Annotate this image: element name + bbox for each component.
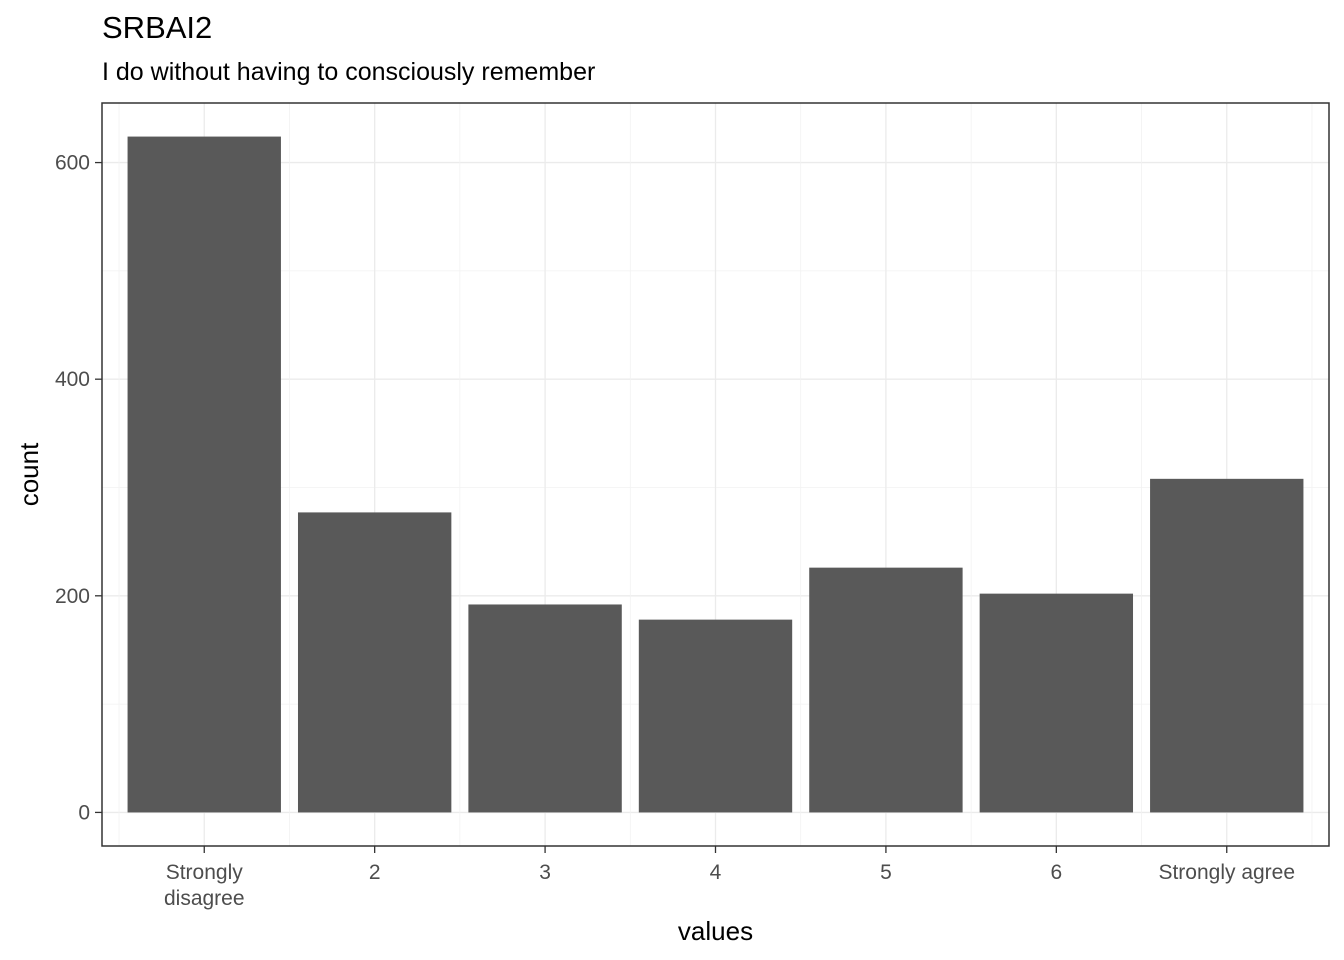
y-tick-label: 400	[55, 368, 90, 391]
y-tick-label: 600	[55, 152, 90, 175]
chart-title: SRBAI2	[102, 10, 213, 45]
chart-subtitle: I do without having to consciously remem…	[102, 58, 596, 86]
x-tick-label: Strongly agree	[1158, 861, 1295, 884]
x-tick-label: 6	[1050, 861, 1062, 884]
x-tick-label: Strongly disagree	[164, 861, 245, 910]
bars	[127, 136, 1304, 813]
y-tick-label: 0	[78, 801, 90, 824]
x-axis: Strongly disagree 2 3 4 5 6 Strongly agree	[164, 846, 1295, 910]
x-axis-title: values	[678, 916, 753, 946]
bar	[979, 593, 1134, 813]
x-tick-label: 4	[710, 861, 722, 884]
bar	[468, 604, 622, 813]
x-tick-label: 5	[880, 861, 892, 884]
bar	[638, 619, 793, 813]
bar	[297, 512, 452, 813]
x-tick-label: 3	[539, 861, 551, 884]
y-axis: 0 200 400 600	[55, 152, 102, 824]
bar	[1150, 478, 1304, 813]
y-tick-label: 200	[55, 585, 90, 608]
bar	[127, 136, 281, 813]
bar	[809, 567, 963, 813]
x-tick-label: 2	[369, 861, 381, 884]
y-axis-title: count	[14, 442, 44, 506]
